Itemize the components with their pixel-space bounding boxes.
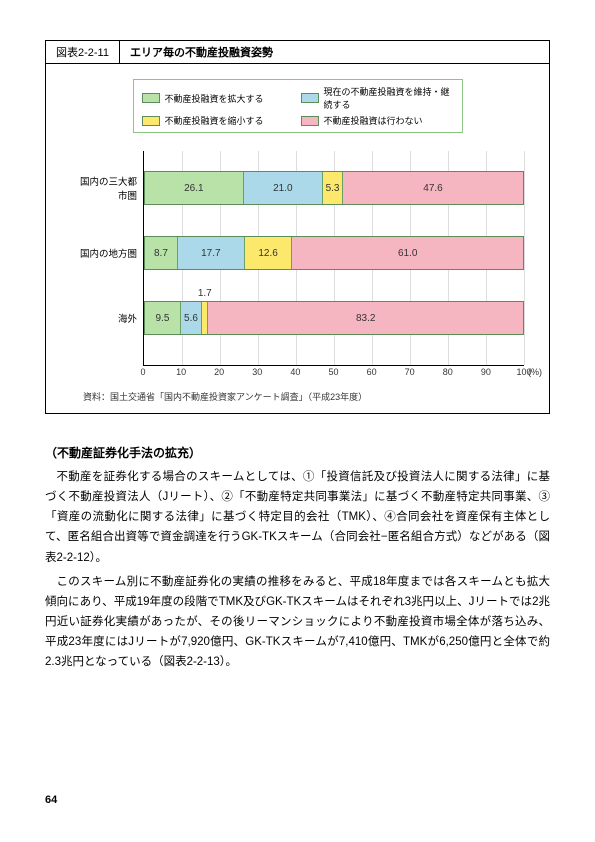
bar-segment: 9.5	[145, 302, 181, 334]
x-axis: 0102030405060708090100(%)	[143, 366, 524, 384]
legend: 不動産投融資を拡大する 現在の不動産投融資を維持・継続する不動産投融資を縮小する 不…	[133, 79, 463, 133]
category-label: 国内の三大都市圏	[71, 171, 137, 205]
chart-container: 図表2-2-11 エリア毎の不動産投融資姿勢 不動産投融資を拡大する 現在の不動産…	[45, 40, 550, 414]
legend-swatch	[142, 116, 160, 126]
legend-label: 不動産投融資は行わない	[324, 114, 423, 127]
legend-label: 不動産投融資を拡大する	[165, 92, 264, 105]
chart-plot-area: 国内の三大都市圏国内の地方圏海外 26.121.05.347.68.717.71…	[71, 151, 524, 366]
bar-segment: 83.2	[208, 302, 522, 334]
legend-swatch	[301, 93, 319, 103]
legend-label: 不動産投融資を縮小する	[165, 114, 264, 127]
bar-segment: 21.0	[244, 172, 323, 204]
x-tick-label: 90	[481, 367, 491, 377]
bar-segment: 5.3	[323, 172, 343, 204]
category-label: 国内の地方圏	[71, 236, 137, 270]
legend-item: 不動産投融資は行わない	[301, 114, 454, 127]
chart-source: 資料：国土交通省「国内不動産投資家アンケート調査」（平成23年度）	[83, 390, 524, 403]
bar-row: 9.55.61.783.2	[144, 301, 524, 335]
paragraph: このスキーム別に不動産証券化の実績の推移をみると、平成18年度までは各スキームと…	[45, 572, 550, 673]
x-tick-label: 40	[290, 367, 300, 377]
figure-number: 図表2-2-11	[46, 41, 120, 63]
bar-segment: 17.7	[178, 237, 245, 269]
x-tick-label: 60	[367, 367, 377, 377]
x-tick-label: 80	[443, 367, 453, 377]
chart-body: 不動産投融資を拡大する 現在の不動産投融資を維持・継続する不動産投融資を縮小する 不…	[46, 64, 549, 413]
gridline	[524, 151, 525, 365]
bar-segment: 26.1	[145, 172, 244, 204]
chart-header: 図表2-2-11 エリア毎の不動産投融資姿勢	[46, 41, 549, 64]
x-tick-label: 20	[214, 367, 224, 377]
bar-segment: 5.6	[181, 302, 202, 334]
category-label: 海外	[71, 301, 137, 335]
section-heading: （不動産証券化手法の拡充）	[45, 444, 550, 461]
x-tick-label: 10	[176, 367, 186, 377]
y-axis-labels: 国内の三大都市圏国内の地方圏海外	[71, 151, 143, 366]
bar-row: 26.121.05.347.6	[144, 171, 524, 205]
bar-segment: 12.6	[245, 237, 293, 269]
page-number: 64	[45, 794, 57, 806]
plot: 26.121.05.347.68.717.712.661.09.55.61.78…	[143, 151, 524, 366]
bar-segment: 8.7	[145, 237, 178, 269]
bar-segment: 47.6	[343, 172, 523, 204]
legend-label: 現在の不動産投融資を維持・継続する	[324, 85, 454, 111]
x-tick-label: 0	[140, 367, 145, 377]
legend-item: 不動産投融資を拡大する	[142, 85, 295, 111]
bar-row: 8.717.712.661.0	[144, 236, 524, 270]
bar-segment: 61.0	[292, 237, 523, 269]
chart-title: エリア毎の不動産投融資姿勢	[120, 41, 549, 63]
paragraph: 不動産を証券化する場合のスキームとしては、①「投資信託及び投資法人に関する法律」…	[45, 467, 550, 568]
x-tick-label: 30	[252, 367, 262, 377]
legend-swatch	[142, 93, 160, 103]
legend-item: 現在の不動産投融資を維持・継続する	[301, 85, 454, 111]
legend-item: 不動産投融資を縮小する	[142, 114, 295, 127]
x-tick-label: 70	[405, 367, 415, 377]
x-tick-label: 50	[328, 367, 338, 377]
x-axis-unit: (%)	[528, 367, 542, 377]
bar-value-label: 1.7	[198, 288, 212, 299]
legend-swatch	[301, 116, 319, 126]
